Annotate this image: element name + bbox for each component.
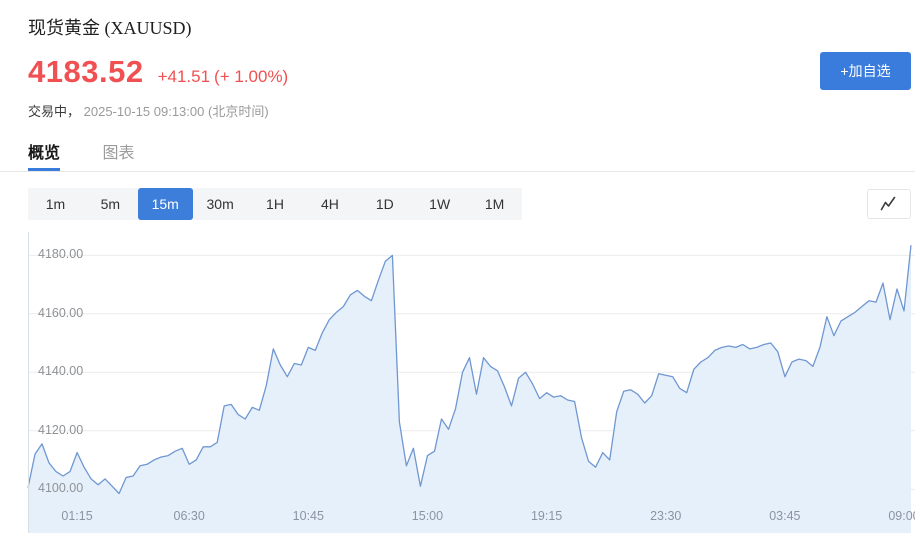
x-axis-label: 03:45 [769, 509, 801, 523]
timeframe-bar: 1m 5m 15m 30m 1H 4H 1D 1W 1M [28, 188, 522, 220]
tab-overview[interactable]: 概览 [28, 139, 61, 171]
instrument-title: 现货黄金 (XAUUSD) [28, 18, 192, 38]
trading-status: 交易中， [28, 104, 81, 119]
price-area-fill [28, 245, 911, 533]
x-axis-label: 01:15 [61, 509, 93, 523]
price-chart[interactable]: 4180.00 4160.00 4140.00 4120.00 4100.00 01:15… [0, 232, 915, 533]
y-axis-label: 4100.00 [38, 481, 84, 496]
timeframe-button-15m[interactable]: 15m [137, 188, 193, 220]
price-chart-svg [27, 232, 915, 533]
timeframe-button-1m[interactable]: 1m [45, 196, 66, 212]
chart-type-button[interactable] [867, 189, 911, 219]
last-price: 4183.52 [28, 54, 144, 89]
timeframe-button-5m[interactable]: 5m [100, 196, 121, 212]
quote-datetime: 2025-10-15 09:13:00 [83, 104, 205, 119]
price-line-series [27, 245, 912, 495]
y-axis-label: 4140.00 [38, 364, 84, 379]
y-axis-label: 4120.00 [38, 422, 84, 437]
timeframe-button-30m[interactable]: 30m [206, 196, 234, 212]
x-axis-label: 19:15 [530, 509, 563, 523]
y-axis-label: 4180.00 [38, 247, 84, 262]
add-watchlist-button[interactable]: +加自选 [820, 52, 911, 90]
x-axis-label: 23:30 [650, 509, 682, 523]
timeframe-button-1W[interactable]: 1W [429, 196, 451, 212]
quote-timezone: (北京时间) [207, 104, 269, 119]
x-axis-label: 06:30 [173, 509, 205, 523]
timeframe-button-1H[interactable]: 1H [266, 196, 284, 212]
price-change: +41.51 (+ 1.00%) [158, 67, 289, 87]
price-row: 4183.52 +41.51 (+ 1.00%) [28, 54, 288, 90]
x-axis-label: 09:00 [888, 509, 915, 523]
tab-bar: 概览 图表 [0, 139, 915, 172]
trading-status-row: 交易中， 2025-10-15 09:13:00 (北京时间) [28, 101, 269, 120]
x-axis-label: 10:45 [292, 509, 324, 523]
timeframe-button-4H[interactable]: 4H [320, 196, 339, 212]
change-value: +41.51 [157, 67, 211, 86]
change-percent: (+ 1.00%) [214, 67, 289, 86]
y-axis-label: 4160.00 [38, 305, 84, 320]
timeframe-button-1D[interactable]: 1D [375, 196, 394, 212]
line-chart-icon [880, 196, 896, 211]
x-axis-label: 15:00 [411, 509, 444, 523]
timeframe-button-1M[interactable]: 1M [484, 196, 505, 212]
tab-chart[interactable]: 图表 [102, 145, 135, 162]
